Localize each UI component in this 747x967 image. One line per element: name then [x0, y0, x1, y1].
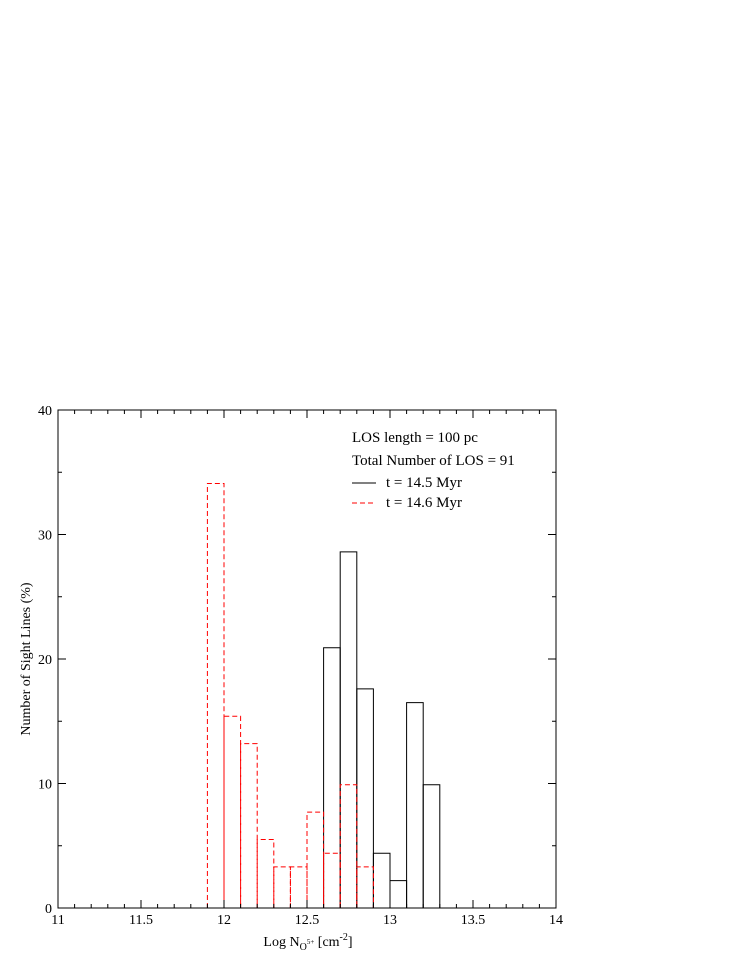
bar-series-1-bin-6 — [406, 702, 424, 908]
bar-series-1-bin-4 — [372, 852, 391, 908]
x-tick-label-7: 14 — [549, 913, 563, 928]
x-tick-label-1: 11 — [51, 913, 64, 928]
bar-series-1-bin-1 — [323, 647, 341, 908]
bar-series-1-bin-7 — [422, 784, 441, 908]
bar-series-2-bin-8 — [323, 852, 341, 908]
legend-label-series-1: t = 14.5 Myr — [386, 475, 462, 491]
bar-series-1-bin-2 — [339, 551, 358, 908]
x-tick-label-4: 12.5 — [295, 913, 320, 928]
bar-series-1-bin-3 — [356, 688, 374, 908]
bar-series-2-bin-5 — [273, 866, 291, 908]
bar-series-2-bin-2 — [223, 715, 242, 908]
bar-series-2-bin-6 — [289, 866, 308, 908]
bar-series-2-bin-1 — [206, 482, 225, 908]
y-tick-label-1: 0 — [45, 902, 52, 917]
bar-series-2-bin-4 — [256, 839, 275, 908]
y-tick-label-3: 20 — [38, 653, 52, 668]
legend: LOS length = 100 pc Total Number of LOS … — [352, 430, 515, 511]
y-tick-label-5: 40 — [38, 404, 52, 419]
annotation-total-los: Total Number of LOS = 91 — [352, 453, 515, 469]
bar-series-2-bin-9 — [339, 784, 358, 908]
y-axis-label: Number of Sight Lines (%) — [19, 582, 34, 736]
bar-series-2-bin-3 — [240, 743, 258, 908]
annotation-los-length: LOS length = 100 pc — [352, 430, 478, 446]
x-axis-label: Log NO5+ [cm-2] — [263, 932, 352, 953]
y-tick-label-4: 30 — [38, 529, 52, 544]
y-tick-label-2: 10 — [38, 778, 52, 793]
legend-label-series-2: t = 14.6 Myr — [386, 495, 462, 511]
x-tick-label-6: 13.5 — [461, 913, 486, 928]
x-tick-label-5: 13 — [383, 913, 397, 928]
x-tick-label-3: 12 — [217, 913, 231, 928]
plot-area — [206, 482, 441, 908]
bar-series-2-bin-7 — [306, 811, 325, 908]
bar-series-1-bin-5 — [389, 880, 408, 908]
bar-series-2-bin-10 — [356, 866, 374, 908]
axis-ticks: 11 11.5 12 12.5 13 13.5 14 0 10 20 30 40 — [38, 404, 563, 928]
x-tick-label-2: 11.5 — [129, 913, 153, 928]
